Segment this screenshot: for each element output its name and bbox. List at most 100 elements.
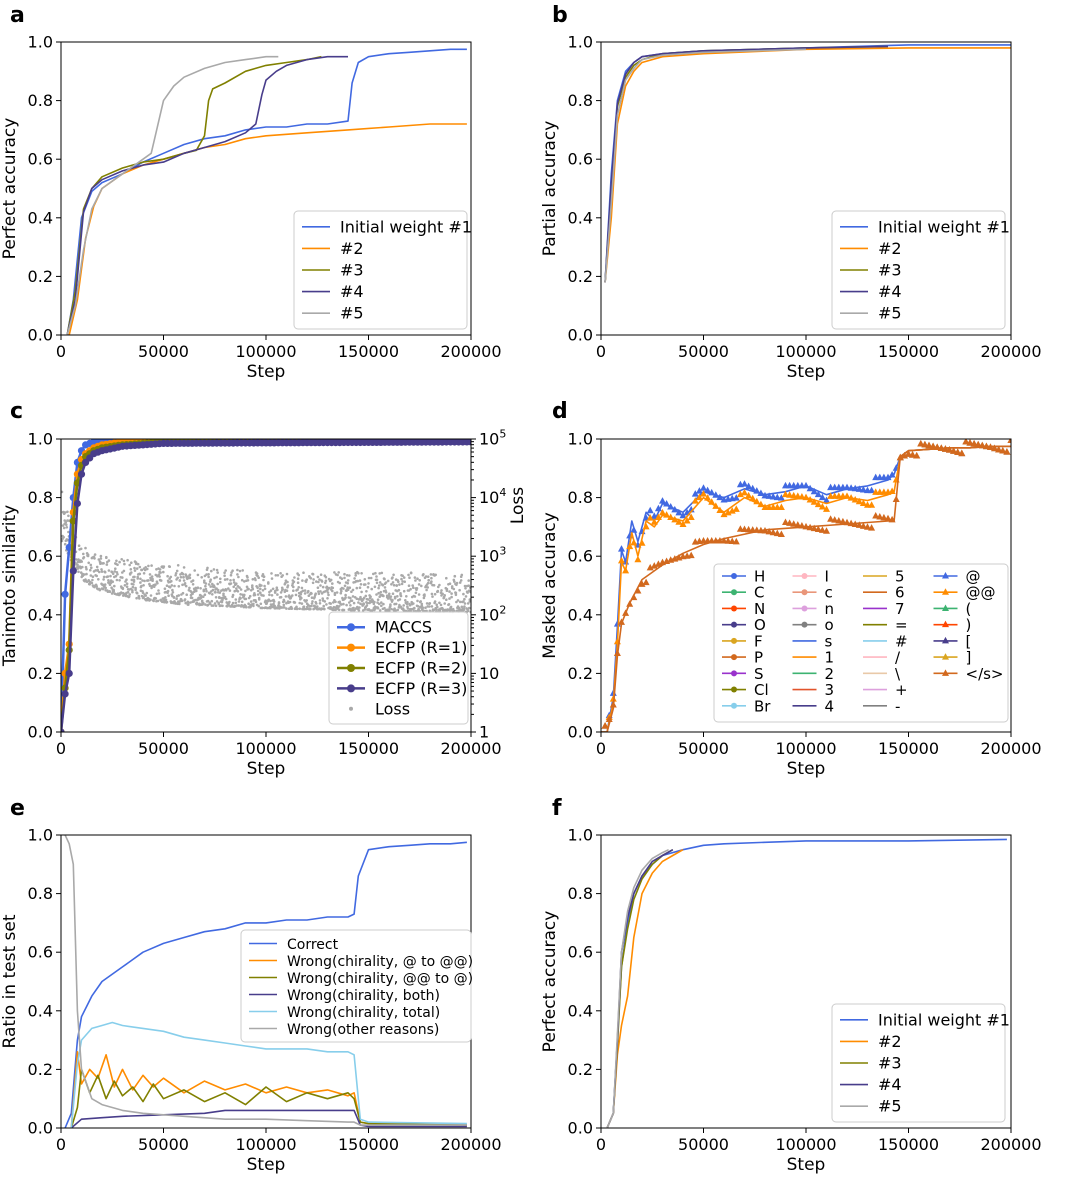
loss-point: [77, 544, 81, 547]
data-marker: [700, 490, 707, 497]
loss-point: [181, 591, 185, 595]
loss-point: [343, 576, 346, 580]
legend-swatch-marker: [942, 669, 949, 676]
legend-swatch-marker: [942, 636, 949, 644]
loss-point: [272, 600, 276, 603]
x-tick-label: 100000: [775, 1135, 836, 1154]
legend-entry: N: [722, 600, 765, 618]
loss-point: [146, 567, 149, 571]
loss-point: [259, 602, 263, 606]
loss-point: [162, 565, 166, 568]
loss-point: [279, 591, 283, 594]
loss-point: [66, 519, 69, 522]
data-marker: [790, 491, 798, 499]
loss-point: [144, 594, 147, 597]
loss-point: [375, 581, 379, 585]
data-marker: [609, 701, 617, 708]
loss-point: [252, 604, 255, 608]
loss-point: [211, 582, 214, 586]
loss-point: [348, 574, 351, 577]
loss-point: [206, 599, 210, 603]
loss-point: [116, 563, 119, 566]
loss-point: [183, 598, 187, 601]
loss-point: [339, 591, 343, 595]
legend-entry: ECFP (R=2): [337, 659, 467, 678]
legend-label: -: [895, 697, 900, 715]
loss-point: [132, 580, 136, 583]
loss-point: [326, 591, 330, 594]
y-axis-label: Tanimoto similarity: [0, 505, 20, 667]
loss-point: [455, 600, 458, 604]
data-marker: [622, 566, 630, 574]
loss-point: [215, 575, 218, 579]
loss-point: [277, 602, 281, 605]
legend-label: n: [825, 600, 835, 618]
loss-point: [329, 602, 333, 605]
loss-point: [135, 567, 139, 570]
y-axis-label: Masked accuracy: [540, 512, 560, 659]
legend-label: Initial weight #1: [340, 217, 472, 236]
legend-entry: #3: [840, 261, 902, 280]
data-marker: [687, 551, 695, 559]
loss-point: [262, 594, 265, 597]
loss-point: [292, 589, 295, 592]
x-axis-label: Step: [247, 759, 286, 779]
loss-point: [202, 589, 206, 593]
legend-entry: \: [863, 665, 901, 683]
loss-point: [439, 603, 443, 607]
loss-point: [147, 564, 150, 568]
series-line-4: [66, 55, 279, 335]
legend-label: Correct: [287, 937, 339, 953]
loss-point: [227, 587, 230, 590]
loss-point: [375, 575, 378, 578]
loss-point: [396, 608, 400, 612]
data-marker: [61, 590, 69, 598]
data-marker: [671, 515, 679, 523]
data-marker: [1007, 439, 1011, 443]
legend-entry: 7: [863, 600, 905, 618]
legend-entry: 5: [863, 568, 905, 586]
loss-point: [199, 587, 202, 590]
legend-label: #: [895, 632, 908, 650]
loss-point: [102, 562, 105, 565]
loss-scatter: [61, 490, 471, 614]
data-marker: [691, 497, 699, 504]
loss-point: [61, 539, 64, 543]
loss-point: [140, 568, 144, 572]
loss-point: [155, 568, 158, 571]
data-marker: [663, 511, 671, 518]
panel-letter: f: [552, 796, 562, 821]
loss-point: [462, 592, 465, 596]
data-marker: [765, 492, 773, 499]
legend-label: O: [754, 616, 766, 634]
data-marker: [843, 483, 851, 491]
loss-point: [413, 576, 417, 579]
loss-point: [209, 585, 212, 588]
data-marker: [741, 488, 748, 496]
loss-point: [391, 592, 395, 595]
data-marker: [732, 494, 740, 501]
loss-point: [353, 577, 356, 580]
x-tick-label: 150000: [338, 739, 399, 758]
legend-frame: [328, 611, 469, 725]
loss-point: [79, 547, 83, 551]
legend-entry: Wrong(chirality, total): [249, 1005, 440, 1021]
loss-point: [406, 607, 410, 610]
loss-point: [238, 569, 242, 573]
loss-point: [359, 595, 362, 599]
loss-point: [125, 578, 128, 581]
loss-point: [158, 568, 162, 571]
loss-point: [300, 602, 304, 605]
data-marker: [630, 593, 638, 601]
loss-point: [377, 586, 380, 590]
loss-point: [348, 601, 351, 604]
legend-label: ): [966, 616, 972, 634]
legend-entry: (: [933, 600, 971, 618]
legend-swatch-marker: [347, 643, 355, 652]
data-marker: [823, 527, 830, 534]
x-tick-label: 200000: [440, 739, 501, 758]
y-tick-label: 0.0: [568, 326, 593, 345]
loss-point: [64, 521, 68, 524]
loss-point: [448, 582, 452, 585]
data-marker: [618, 618, 625, 625]
